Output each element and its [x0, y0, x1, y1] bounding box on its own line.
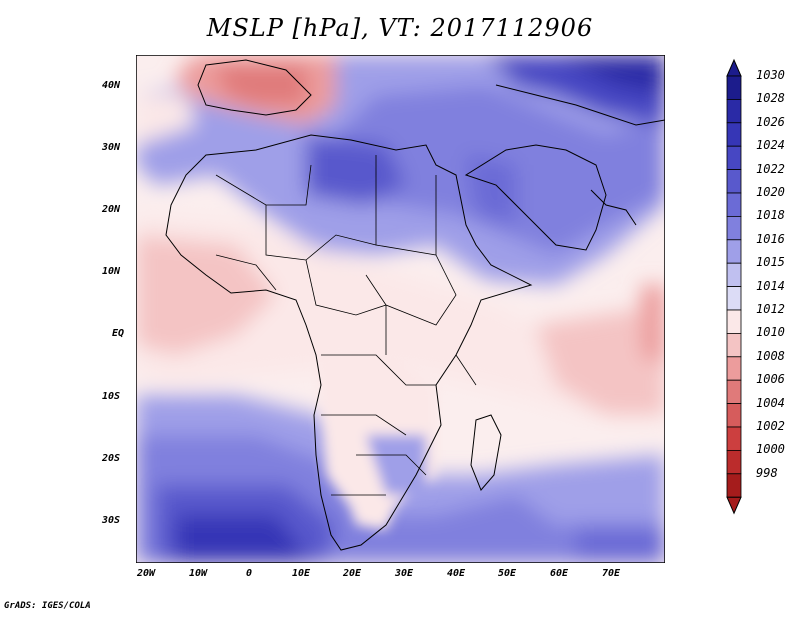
colorbar-cell-1016	[726, 239, 742, 264]
colorbar-label-1012: 1012	[756, 302, 785, 316]
lon-label-40e: 40E	[446, 568, 466, 579]
colorbar-cell-1014	[726, 286, 742, 311]
colorbar-label-1000: 1000	[756, 442, 785, 457]
lat-label-40n: 40N	[102, 80, 121, 91]
colorbar-label-1004: 1004	[756, 395, 785, 410]
colorbar-label-1010: 1010	[756, 325, 785, 340]
colorbar-cell-1020	[726, 192, 742, 217]
pressure-map	[136, 55, 665, 563]
colorbar-cell-1002	[726, 426, 742, 451]
colorbar-cell-1010	[726, 332, 742, 358]
colorbar-label-1002: 1002	[756, 419, 785, 433]
country-borders	[215, 155, 477, 496]
colorbar-cell-1012	[726, 309, 742, 334]
colorbar-cells	[726, 58, 742, 515]
lat-label-10n: 10N	[102, 266, 121, 277]
colorbar-cell-1028	[726, 99, 742, 124]
credit-text: GrADS: IGES/COLA	[4, 601, 91, 611]
colorbar-label-1015: 1015	[756, 255, 785, 270]
colorbar-label-1026: 1026	[756, 114, 785, 129]
pressure-shading	[136, 55, 665, 563]
colorbar-label-1006: 1006	[756, 372, 785, 387]
colorbar-label-1018: 1018	[756, 208, 785, 223]
colorbar-cell-1008	[726, 356, 742, 381]
colorbar-cell-998	[726, 473, 742, 498]
colorbar-label-998: 998	[756, 465, 778, 480]
colorbar-cell-1006	[726, 379, 742, 405]
colorbar-label-1020: 1020	[756, 185, 785, 199]
colorbar-label-1022: 1022	[756, 161, 785, 176]
colorbar-cell-1004	[726, 403, 742, 428]
lon-label-70e: 70E	[601, 568, 621, 579]
lon-label-20e: 20E	[342, 568, 362, 579]
lon-label-30e: 30E	[394, 568, 414, 579]
colorbar-bottom-arrow	[726, 496, 742, 515]
lon-label-60e: 60E	[549, 568, 569, 579]
colorbar-label-1014: 1014	[756, 278, 785, 293]
lat-label-20s: 20S	[102, 453, 121, 464]
colorbar-cell-1022	[726, 169, 742, 194]
colorbar-cell-1030	[726, 75, 742, 100]
southern-africa-shading	[316, 355, 436, 530]
colorbar-cell-1015	[726, 262, 742, 287]
lon-label-10e: 10E	[291, 568, 311, 579]
colorbar-label-1024: 1024	[756, 138, 785, 153]
chart-title: MSLP [hPa], VT: 2017112906	[206, 14, 594, 42]
lon-label-20w: 20W	[136, 568, 156, 579]
lat-label-eq: EQ	[112, 328, 125, 339]
lat-label-10s: 10S	[102, 391, 121, 402]
pressure-field-svg	[136, 55, 665, 563]
colorbar-cell-1026	[726, 122, 742, 147]
colorbar-label-1030: 1030	[756, 68, 785, 82]
colorbar-cell-1000	[726, 449, 742, 475]
colorbar-label-1028: 1028	[756, 91, 785, 106]
lat-label-30s: 30S	[102, 515, 121, 526]
lat-label-30n: 30N	[102, 142, 121, 153]
lon-label-50e: 50E	[497, 568, 517, 579]
colorbar-label-1016: 1016	[756, 231, 785, 246]
colorbar-top-arrow	[726, 58, 742, 77]
colorbar	[726, 58, 742, 515]
coastlines	[165, 59, 665, 551]
lat-label-20n: 20N	[102, 204, 121, 215]
colorbar-cell-1024	[726, 145, 742, 170]
colorbar-label-1008: 1008	[756, 348, 785, 363]
colorbar-cell-1018	[726, 215, 742, 241]
lon-label-0: 0	[245, 568, 253, 579]
lon-label-10w: 10W	[188, 568, 208, 579]
